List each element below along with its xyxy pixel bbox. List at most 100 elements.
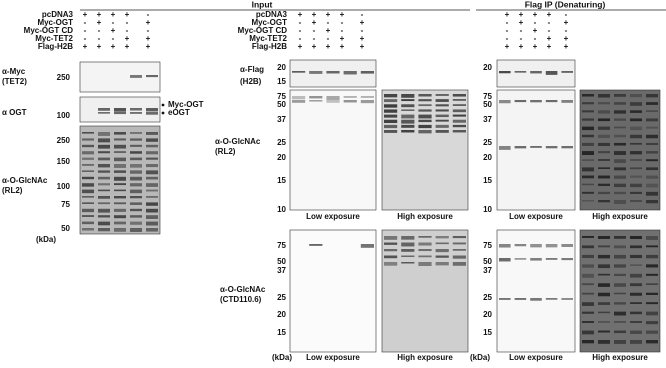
band <box>582 321 594 323</box>
band <box>384 242 398 245</box>
band <box>452 255 466 259</box>
treatment-sign: + <box>505 10 510 19</box>
treatment-sign: - <box>506 26 509 35</box>
treatment-sign: + <box>360 34 365 43</box>
band <box>435 99 449 102</box>
band <box>598 340 610 344</box>
band <box>630 167 642 170</box>
band <box>98 202 110 205</box>
band <box>130 108 142 111</box>
band <box>561 244 573 247</box>
band <box>418 130 432 134</box>
band <box>630 110 642 113</box>
band <box>598 264 610 269</box>
band <box>646 292 658 296</box>
band <box>418 262 432 266</box>
marker: 15 <box>483 176 492 185</box>
marker: 75 <box>277 241 286 250</box>
treatment-sign: + <box>533 42 538 51</box>
band <box>82 208 94 213</box>
band <box>614 134 626 138</box>
treatment-sign: + <box>146 18 151 27</box>
band <box>418 255 432 258</box>
band <box>614 175 626 179</box>
band <box>130 215 142 218</box>
treatment-sign: + <box>519 10 524 19</box>
band <box>499 100 511 104</box>
treatment-sign: + <box>97 10 102 19</box>
band <box>418 119 432 123</box>
band <box>130 208 142 212</box>
treatment-sign: - <box>84 18 87 27</box>
band <box>146 170 158 175</box>
marker: 100 <box>57 111 71 120</box>
treatment-sign: + <box>326 42 331 51</box>
marker: 37 <box>277 115 286 124</box>
treatment-sign: + <box>326 26 331 35</box>
band <box>646 159 658 162</box>
treatment-sign: - <box>565 10 568 19</box>
band <box>630 292 642 296</box>
band <box>98 176 110 180</box>
band <box>545 146 558 149</box>
band <box>98 157 110 161</box>
band <box>343 71 357 75</box>
band <box>514 244 527 247</box>
treatment-sign: - <box>84 26 87 35</box>
band <box>309 96 323 99</box>
band <box>614 254 626 259</box>
band <box>384 109 398 113</box>
exposure-label: Low exposure <box>306 212 360 221</box>
band <box>582 151 594 156</box>
treatment-label: pcDNA3 <box>42 10 74 19</box>
band <box>499 258 511 262</box>
band <box>598 245 610 248</box>
band <box>130 202 142 205</box>
band <box>98 112 110 114</box>
band <box>561 258 573 261</box>
antibody-label: α-O-GlcNAc <box>220 285 266 294</box>
band <box>646 254 658 259</box>
treatment-sign: + <box>298 10 303 19</box>
band <box>614 245 626 249</box>
marker: 250 <box>57 136 71 145</box>
treatment-sign: + <box>125 34 130 43</box>
band <box>384 236 398 240</box>
band <box>82 151 94 155</box>
band <box>630 302 642 304</box>
band <box>646 330 658 334</box>
treatment-sign: - <box>534 18 537 27</box>
marker: 20 <box>483 153 492 162</box>
band <box>630 330 642 334</box>
marker: 50 <box>277 257 286 266</box>
band <box>646 126 658 129</box>
band <box>146 208 158 213</box>
treatment-sign: - <box>112 34 115 43</box>
band <box>646 283 658 286</box>
band <box>561 146 573 149</box>
band <box>146 183 158 187</box>
band <box>130 138 142 141</box>
treatment-sign: + <box>97 42 102 51</box>
band <box>146 215 158 219</box>
marker: 50 <box>483 100 492 109</box>
band <box>384 114 398 118</box>
treatment-sign: + <box>312 18 317 27</box>
band <box>614 292 626 295</box>
band <box>646 311 658 316</box>
band <box>130 183 142 187</box>
band <box>98 132 110 136</box>
band <box>614 330 626 334</box>
band <box>98 196 110 199</box>
band <box>435 109 449 112</box>
treatment-sign: - <box>506 18 509 27</box>
treatment-sign: - <box>299 34 302 43</box>
band <box>360 96 374 98</box>
band <box>499 146 511 150</box>
band <box>598 151 610 154</box>
band <box>114 108 126 112</box>
band <box>292 96 306 100</box>
exposure-label: High exposure <box>397 353 453 362</box>
band <box>130 112 142 114</box>
band <box>418 124 432 129</box>
